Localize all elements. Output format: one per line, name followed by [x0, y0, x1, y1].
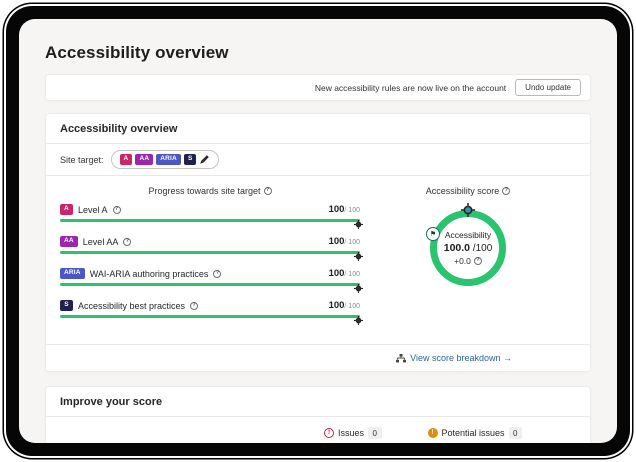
accessibility-overview-card: Accessibility overview Site target: A AA…	[45, 113, 591, 372]
score-column: Accessibility score ? ⚑ Accessibility 10…	[360, 186, 576, 332]
progress-row-level-aa: AA Level AA ? 100/ 100	[60, 236, 363, 261]
progress-row-level-a: A Level A ? 100/ 100	[60, 204, 363, 229]
device-frame: Accessibility overview New accessibility…	[6, 6, 630, 456]
overview-card-title: Accessibility overview	[46, 114, 590, 144]
improve-card-title: Improve your score	[46, 387, 590, 417]
notification-bar: New accessibility rules are now live on …	[45, 74, 591, 101]
progress-bar	[60, 283, 363, 293]
badge-level-aa: AA	[135, 154, 154, 165]
help-icon[interactable]: ?	[123, 237, 132, 246]
score-delta: +0.0 ?	[454, 256, 482, 266]
site-target-pill[interactable]: A AA ARIA S	[110, 150, 220, 169]
tab-potential-issues[interactable]: ! Potential issues 0	[418, 427, 533, 443]
site-target-label: Site target:	[60, 154, 104, 165]
row-label: Level A	[78, 204, 108, 215]
potential-issues-warning-icon: !	[427, 428, 438, 438]
score-value: 100.0 /100	[443, 242, 493, 254]
progress-bar	[60, 251, 363, 261]
overview-card-body: Progress towards site target ? A Level A…	[46, 176, 590, 344]
score-ring: ⚑ Accessibility 100.0 /100 +0.0 ?	[426, 203, 506, 286]
breakdown-chart-icon	[396, 353, 407, 363]
row-badge-aria: ARIA	[60, 268, 85, 279]
help-icon[interactable]: ?	[473, 257, 482, 265]
tab-label: Potential issues	[441, 428, 505, 438]
undo-update-button[interactable]: Undo update	[515, 79, 581, 96]
badge-best-practices: S	[183, 154, 197, 165]
tabs-row: ! Issues 0 ! Potential issues 0	[46, 417, 590, 443]
tab-label: Issues	[338, 428, 365, 438]
row-value: 100/ 100	[328, 268, 360, 279]
row-value: 100/ 100	[328, 300, 360, 311]
progress-row-best-practices: S Accessibility best practices ? 100/ 10…	[60, 300, 363, 325]
potential-issues-count-badge: 0	[508, 427, 522, 439]
target-marker-icon	[354, 216, 363, 234]
row-label: Level AA	[82, 236, 119, 247]
help-icon[interactable]: ?	[112, 205, 121, 214]
tab-issues[interactable]: ! Issues 0	[314, 427, 391, 443]
help-icon[interactable]: ?	[502, 187, 511, 195]
row-label: WAI-ARIA authoring practices	[89, 268, 209, 279]
score-label: Accessibility	[444, 230, 492, 240]
row-badge-a: A	[60, 204, 73, 215]
row-value: 100/ 100	[328, 204, 360, 215]
progress-row-wai-aria: ARIA WAI-ARIA authoring practices ? 100/…	[60, 268, 363, 293]
progress-bar	[60, 315, 363, 325]
issues-count-badge: 0	[368, 427, 382, 439]
row-badge-aa: AA	[60, 236, 78, 247]
progress-column: Progress towards site target ? A Level A…	[60, 186, 363, 332]
issues-alert-icon: !	[324, 428, 335, 438]
notification-message: New accessibility rules are now live on …	[314, 82, 507, 93]
overview-card-footer: View score breakdown →	[46, 344, 590, 371]
flag-icon: ⚑	[426, 227, 440, 241]
target-marker-icon	[354, 248, 363, 266]
site-target-row: Site target: A AA ARIA S	[46, 144, 590, 176]
improve-your-score-card: Improve your score ! Issues 0 ! Potentia…	[45, 386, 591, 443]
target-marker-icon	[354, 312, 363, 330]
target-marker-icon	[461, 203, 475, 222]
page-title: Accessibility overview	[45, 43, 229, 62]
screen: Accessibility overview New accessibility…	[19, 19, 617, 443]
progress-bar	[60, 219, 363, 229]
help-icon[interactable]: ?	[263, 187, 272, 195]
row-badge-s: S	[60, 300, 73, 311]
view-score-breakdown-link[interactable]: View score breakdown →	[396, 353, 512, 363]
progress-heading: Progress towards site target ?	[60, 186, 360, 196]
target-marker-icon	[354, 280, 363, 298]
help-icon[interactable]: ?	[190, 301, 199, 310]
score-heading: Accessibility score ?	[426, 186, 511, 196]
help-icon[interactable]: ?	[213, 269, 222, 278]
edit-pencil-icon[interactable]	[199, 154, 210, 165]
badge-aria: ARIA	[156, 154, 181, 165]
row-label: Accessibility best practices	[78, 300, 186, 311]
badge-level-a: A	[119, 154, 133, 165]
row-value: 100/ 100	[328, 236, 360, 247]
